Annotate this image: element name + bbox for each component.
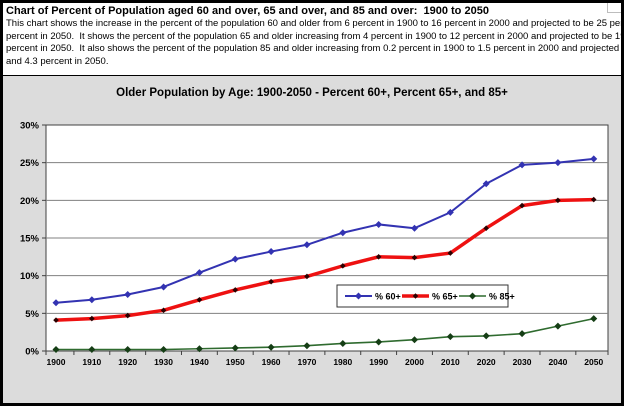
- svg-text:30%: 30%: [20, 121, 40, 132]
- chart-area: 0% 5% 10% 15% 20% 25% 30% 1900 1910 1920 1930 1940 1…: [3, 75, 621, 403]
- svg-text:0%: 0%: [25, 347, 39, 358]
- svg-text:5%: 5%: [25, 309, 39, 320]
- svg-text:1950: 1950: [226, 357, 245, 367]
- series-65: [53, 196, 597, 323]
- svg-text:1930: 1930: [154, 357, 173, 367]
- svg-text:20%: 20%: [20, 196, 40, 207]
- svg-text:2040: 2040: [548, 357, 567, 367]
- svg-text:2020: 2020: [477, 357, 496, 367]
- svg-text:1920: 1920: [118, 357, 137, 367]
- svg-text:% 65+: % 65+: [432, 292, 458, 302]
- header-body-line: percent in 2050. It shows the percent of…: [6, 30, 621, 42]
- series-85: [52, 315, 598, 353]
- svg-text:1980: 1980: [333, 357, 352, 367]
- header-body-line: and 4.3 percent in 2050.: [6, 55, 109, 67]
- svg-text:1990: 1990: [369, 357, 388, 367]
- header-body-line: percent in 2050. It also shows the perce…: [6, 43, 620, 54]
- svg-text:1900: 1900: [47, 357, 66, 367]
- chart-title: Older Population by Age: 1900-2050 - Per…: [116, 87, 508, 99]
- spreadsheet-cell-border-artifact: [607, 3, 608, 12]
- svg-text:2050: 2050: [584, 357, 603, 367]
- y-axis-labels: 0% 5% 10% 15% 20% 25% 30%: [20, 121, 46, 358]
- svg-text:% 60+: % 60+: [375, 292, 401, 302]
- svg-text:2030: 2030: [513, 357, 532, 367]
- svg-text:1960: 1960: [262, 357, 281, 367]
- svg-text:10%: 10%: [20, 271, 40, 282]
- legend: % 60+ % 65+ % 85+: [336, 284, 515, 308]
- spreadsheet-cell-border-artifact: [607, 12, 621, 13]
- svg-text:25%: 25%: [20, 158, 40, 169]
- header-body-line: This chart shows the increase in the per…: [6, 18, 621, 29]
- svg-text:2000: 2000: [405, 357, 424, 367]
- svg-text:1970: 1970: [297, 357, 316, 367]
- svg-text:15%: 15%: [20, 234, 40, 245]
- svg-text:1910: 1910: [82, 357, 101, 367]
- chart-svg: 0%5%10%15%20%25%30%1900 1910 1920 1930 1940 1…: [20, 121, 609, 367]
- x-axis-labels: 1900 1910 1920 1930 1940 1950 1960 1970 1980 1990…: [45, 351, 609, 367]
- svg-text:1940: 1940: [190, 357, 209, 367]
- header-text-block: Chart of Percent of Population aged 60 a…: [3, 3, 621, 75]
- svg-text:% 85+: % 85+: [489, 292, 515, 302]
- header-title: Chart of Percent of Population aged 60 a…: [6, 5, 489, 17]
- svg-text:2010: 2010: [441, 357, 460, 367]
